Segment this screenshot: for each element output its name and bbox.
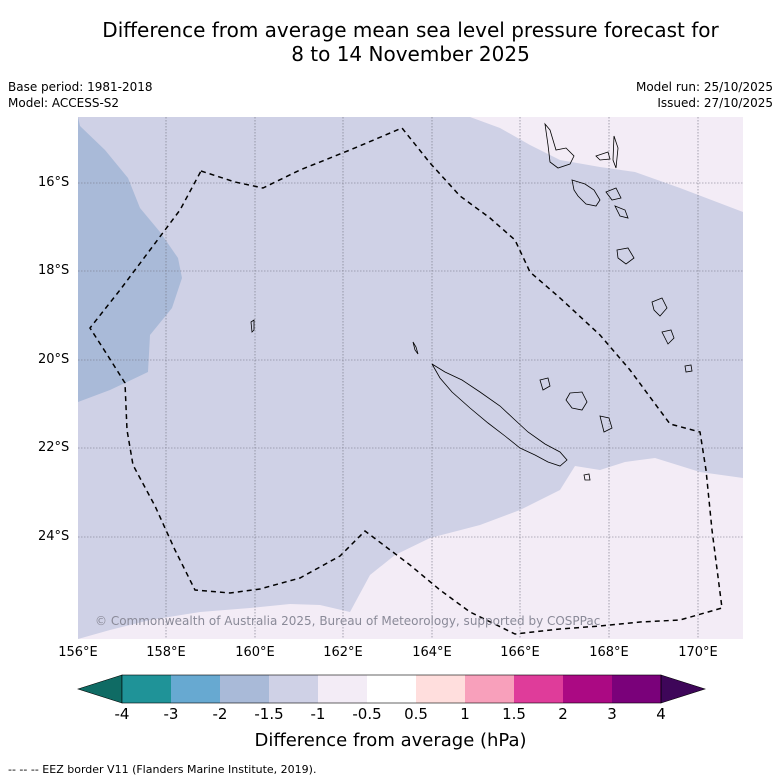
colorbar-extend-high [660,674,706,704]
colorbar-label-neg0-5: -0.5 [352,705,382,723]
eez-border [89,127,723,635]
colorbar-label-2: 2 [558,705,568,723]
lat-tick-22s: 22°S [38,440,70,455]
colorbar-extend-low [77,674,123,704]
colorbar-bin-7 [416,675,465,703]
colorbar-label-1: 1 [460,705,470,723]
title-line-1: Difference from average mean sea level p… [102,18,719,42]
colorbar-label-neg3: -3 [163,705,179,723]
colorbar-bin-2 [171,675,220,703]
colorbar [77,674,706,704]
colorbar-label-neg1: -1 [310,705,326,723]
lon-tick-168e: 168°E [589,645,629,660]
colorbar-label-3: 3 [607,705,617,723]
eez-legend-note: -- -- -- EEZ border V11 (Flanders Marine… [8,763,317,776]
colorbar-label-1-5: 1.5 [502,705,526,723]
lon-tick-170e: 170°E [678,645,718,660]
lat-tick-18s: 18°S [38,263,70,278]
meta-right: Model run: 25/10/2025 Issued: 27/10/2025 [636,79,773,111]
base-period: Base period: 1981-2018 [8,80,153,94]
anomaly-region-neg-2-to-1-5 [78,117,182,402]
lon-tick-158e: 158°E [146,645,186,660]
lon-tick-162e: 162°E [323,645,363,660]
lon-tick-166e: 166°E [500,645,540,660]
colorbar-bin-9 [514,675,563,703]
anomaly-region-neg-1-5-to-1 [78,117,743,639]
colorbar-bin-11 [612,675,661,703]
colorbar-bin-10 [563,675,612,703]
model-name: Model: ACCESS-S2 [8,96,120,110]
colorbar-title: Difference from average (hPa) [254,730,527,751]
colorbar-bin-5 [318,675,367,703]
issued-date: Issued: 27/10/2025 [657,96,773,110]
meta-left: Base period: 1981-2018 Model: ACCESS-S2 [8,79,153,111]
lat-tick-24s: 24°S [38,529,70,544]
colorbar-bin-6 [367,675,416,703]
grid [78,117,743,639]
lon-tick-160e: 160°E [235,645,275,660]
lon-tick-156e: 156°E [58,645,98,660]
colorbar-bin-1 [122,675,171,703]
coastlines [250,122,693,481]
colorbar-bin-3 [220,675,269,703]
colorbar-label-0-5: 0.5 [404,705,428,723]
new-caledonia-coast [431,363,568,467]
model-run: Model run: 25/10/2025 [635,80,773,94]
colorbar-bin-8 [465,675,514,703]
chart-title: Difference from average mean sea level p… [40,18,781,66]
colorbar-label-neg1-5: -1.5 [254,705,284,723]
lon-tick-164e: 164°E [412,645,452,660]
colorbar-label-neg4: -4 [114,705,130,723]
lat-tick-16s: 16°S [38,175,70,190]
colorbar-label-4: 4 [656,705,666,723]
lat-tick-20s: 20°S [38,352,70,367]
copyright-notice: © Commonwealth of Australia 2025, Bureau… [95,614,601,628]
colorbar-label-neg2: -2 [212,705,228,723]
title-line-2: 8 to 14 November 2025 [291,42,530,66]
colorbar-bin-4 [269,675,318,703]
